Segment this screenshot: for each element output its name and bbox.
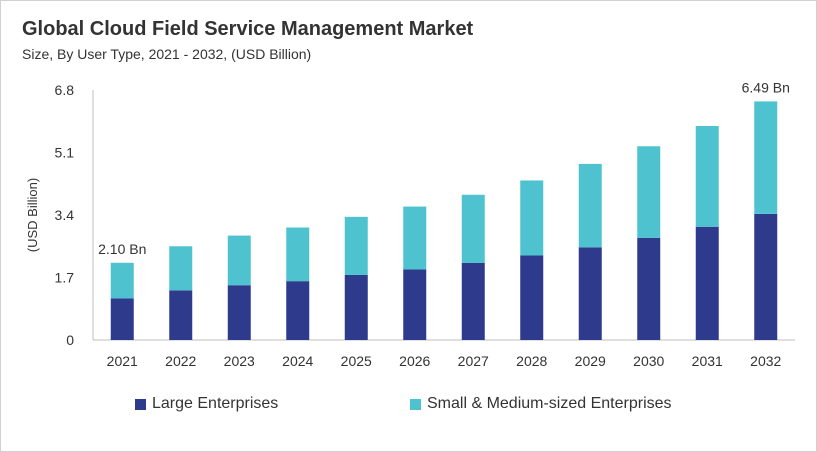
bar-small-medium-enterprises-2030 [637, 146, 661, 238]
data-label-2032: 6.49 Bn [742, 79, 790, 95]
x-tick-label: 2022 [165, 353, 196, 369]
x-tick-label: 2023 [224, 353, 255, 369]
legend-item-large-enterprises: Large Enterprises [135, 395, 278, 413]
x-tick-label: 2021 [107, 353, 138, 369]
x-tick-label: 2030 [633, 353, 664, 369]
x-tick-label: 2029 [575, 353, 606, 369]
bar-small-medium-enterprises-2031 [695, 126, 719, 227]
y-tick-label: 1.7 [55, 270, 75, 286]
bar-small-medium-enterprises-2023 [227, 235, 251, 286]
bar-small-medium-enterprises-2027 [461, 194, 485, 263]
legend-swatch-large-enterprises [135, 398, 146, 410]
bar-large-enterprises-2024 [286, 281, 310, 340]
x-tick-label: 2032 [750, 353, 781, 369]
bar-large-enterprises-2028 [520, 255, 544, 340]
bar-small-medium-enterprises-2022 [169, 246, 193, 291]
chart-subtitle: Size, By User Type, 2021 - 2032, (USD Bi… [22, 46, 312, 62]
bar-large-enterprises-2029 [578, 247, 602, 340]
data-label-2021: 2.10 Bn [98, 241, 146, 257]
y-tick-label: 6.8 [55, 82, 75, 98]
bar-small-medium-enterprises-2028 [520, 180, 544, 256]
bar-large-enterprises-2021 [110, 298, 134, 340]
bar-large-enterprises-2026 [403, 269, 427, 340]
bar-large-enterprises-2032 [754, 213, 778, 340]
bar-large-enterprises-2027 [461, 262, 485, 340]
bar-small-medium-enterprises-2026 [403, 206, 427, 270]
bar-large-enterprises-2031 [695, 226, 719, 340]
x-tick-label: 2025 [341, 353, 372, 369]
chart-legend: Large Enterprises Small & Medium-sized E… [0, 395, 817, 415]
y-tick-label: 0 [66, 332, 74, 348]
bar-large-enterprises-2030 [637, 237, 661, 340]
y-tick-label: 3.4 [55, 207, 75, 223]
x-tick-label: 2027 [458, 353, 489, 369]
x-tick-label: 2026 [399, 353, 430, 369]
x-tick-label: 2031 [692, 353, 723, 369]
y-axis-label: (USD Billion) [25, 178, 40, 252]
legend-label-large-enterprises: Large Enterprises [152, 395, 279, 412]
legend-item-small-medium-enterprises: Small & Medium-sized Enterprises [410, 395, 672, 413]
legend-label-small-medium-enterprises: Small & Medium-sized Enterprises [427, 395, 672, 412]
chart-title: Global Cloud Field Service Management Ma… [22, 18, 474, 40]
bar-small-medium-enterprises-2025 [344, 216, 368, 275]
legend-swatch-small-medium-enterprises [410, 398, 421, 410]
y-tick-label: 5.1 [55, 145, 75, 161]
x-tick-label: 2028 [516, 353, 547, 369]
bar-small-medium-enterprises-2024 [286, 227, 310, 282]
bar-large-enterprises-2025 [344, 274, 368, 340]
bar-small-medium-enterprises-2029 [578, 163, 602, 248]
bar-large-enterprises-2023 [227, 285, 251, 340]
x-tick-label: 2024 [282, 353, 313, 369]
bar-large-enterprises-2022 [169, 290, 193, 340]
bar-small-medium-enterprises-2021 [110, 262, 134, 299]
bar-small-medium-enterprises-2032 [754, 101, 778, 214]
